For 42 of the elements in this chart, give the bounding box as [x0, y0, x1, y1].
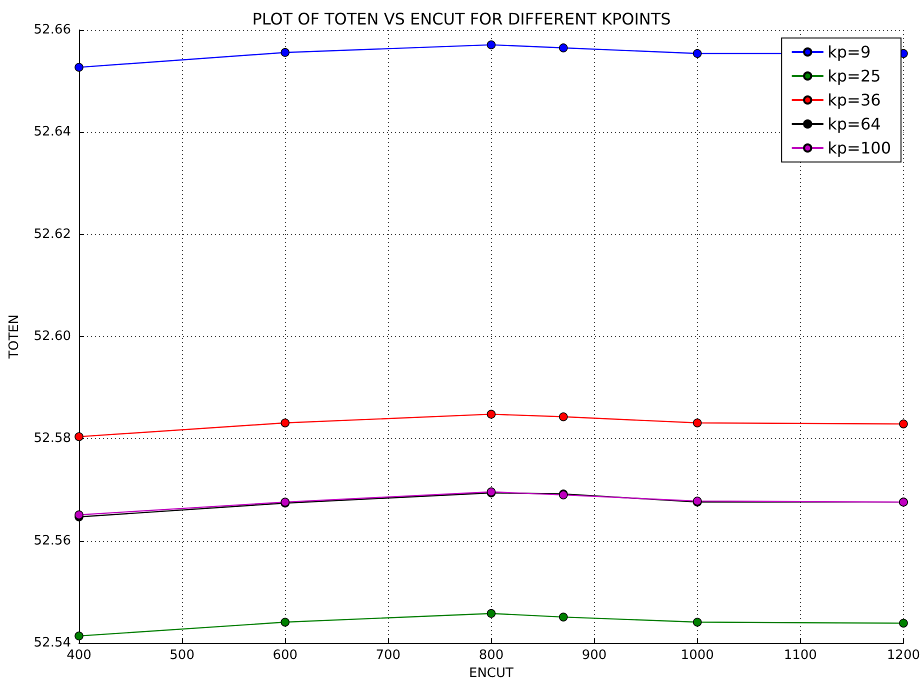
- legend-label: kp=36: [828, 90, 881, 110]
- x-axis-title: ENCUT: [468, 666, 514, 681]
- point: [280, 48, 290, 57]
- y-tick-label: 52.54: [34, 636, 71, 651]
- x-tick-label: 1100: [784, 648, 817, 664]
- point: [74, 62, 84, 72]
- legend-label: kp=64: [828, 114, 881, 134]
- x-tick-label: 800: [478, 648, 504, 664]
- x-tick-label: 500: [170, 648, 194, 664]
- x-tick-label: 900: [582, 648, 607, 664]
- y-tick-label: 52.62: [34, 226, 71, 242]
- y-tick-label: 52.58: [34, 431, 71, 446]
- point: [899, 420, 908, 428]
- y-tick-label: 52.66: [34, 22, 71, 38]
- point: [74, 432, 84, 442]
- point: [558, 43, 568, 52]
- x-tick-label: 1200: [886, 648, 920, 664]
- point: [692, 618, 702, 627]
- point: [692, 49, 702, 58]
- point: [74, 632, 84, 640]
- point: [899, 618, 908, 628]
- y-axis-title: TOTEN: [7, 314, 22, 360]
- point: [486, 40, 496, 50]
- legend-label: kp=100: [828, 138, 892, 158]
- point: [486, 609, 496, 618]
- x-tick-label: 1000: [680, 648, 714, 664]
- x-tick-label: 400: [66, 648, 92, 664]
- chart-title: PLOT OF TOTEN VS ENCUT FOR DIFFERENT KPOINTS: [252, 10, 671, 28]
- y-tick-label: 52.60: [34, 329, 71, 344]
- x-tick-label: 600: [272, 648, 298, 664]
- point: [280, 418, 290, 428]
- point: [558, 412, 568, 422]
- x-tick-label: 700: [376, 648, 401, 664]
- y-tick-label: 52.56: [34, 533, 71, 548]
- point: [74, 510, 84, 520]
- legend-label: kp=9: [828, 42, 871, 62]
- y-tick-label: 52.64: [34, 124, 71, 140]
- legend-label: kp=25: [828, 66, 881, 86]
- point: [558, 612, 568, 622]
- point: [280, 618, 290, 627]
- point: [486, 410, 496, 419]
- point: [692, 418, 702, 428]
